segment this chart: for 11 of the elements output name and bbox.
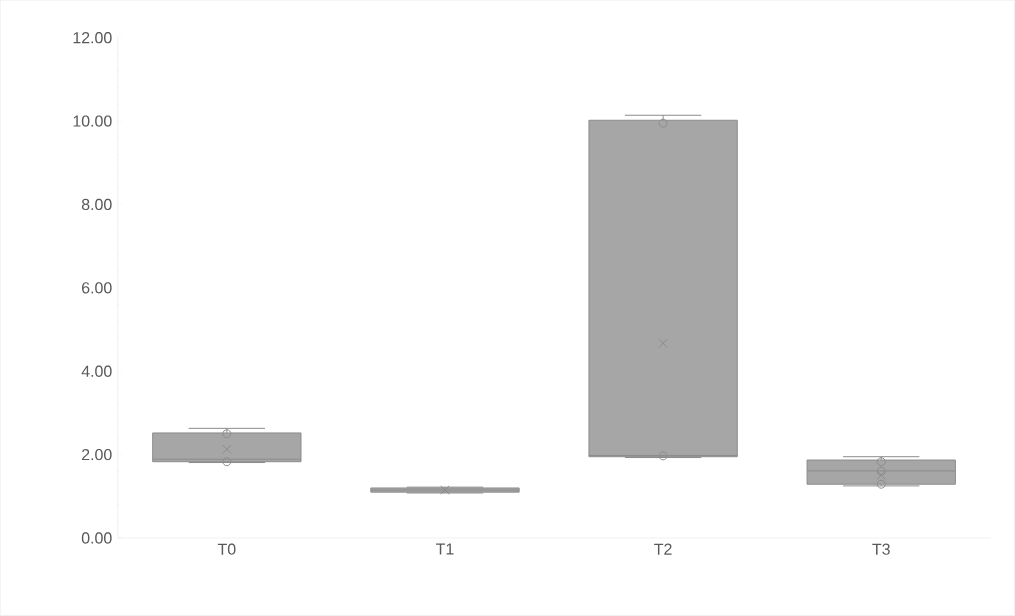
- x-tick-label: T2: [654, 543, 672, 555]
- y-tick-label: 6.00: [82, 282, 112, 294]
- x-tick-label: T1: [436, 543, 454, 555]
- y-tick-label: 4.00: [81, 365, 112, 378]
- y-tick-label: 8.00: [81, 198, 112, 211]
- y-tick-label: 10.00: [73, 115, 112, 127]
- x-tick-label: T3: [872, 543, 890, 555]
- y-tick-label: 12.00: [73, 32, 112, 44]
- y-tick-label: 2.00: [82, 449, 112, 461]
- y-tick-label: 0.00: [81, 532, 112, 544]
- x-tick-label: T0: [217, 543, 236, 555]
